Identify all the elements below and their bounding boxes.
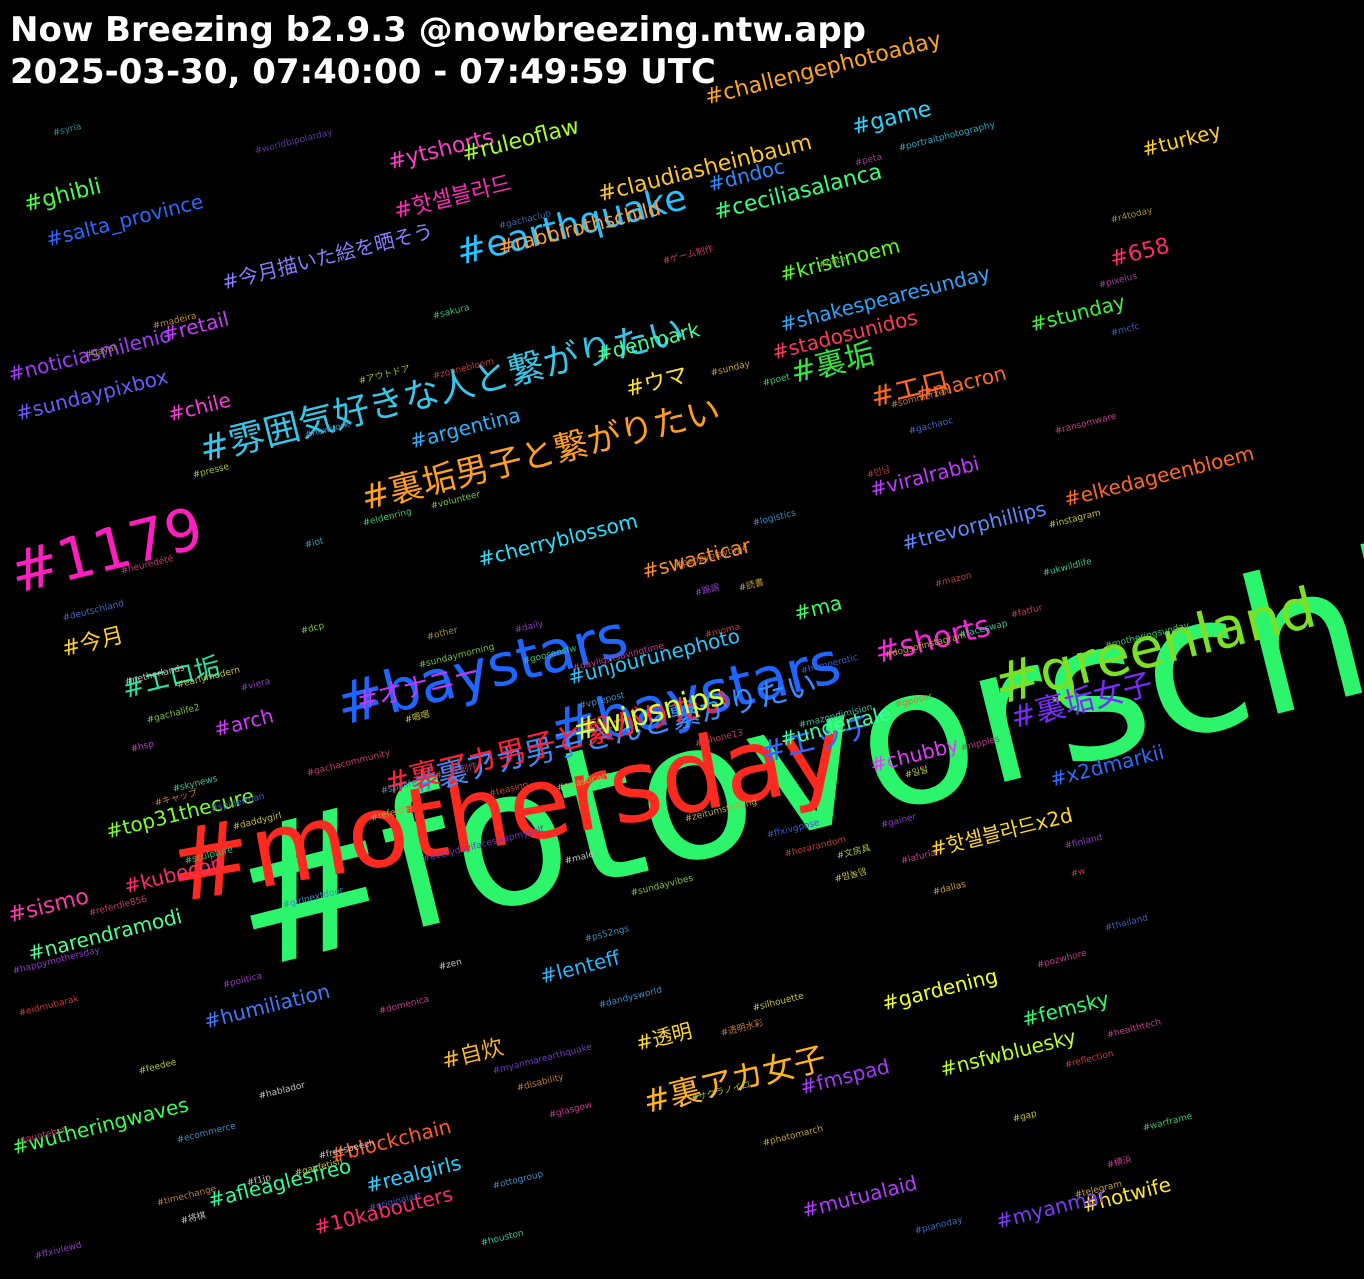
hashtag-63[interactable]: #lenteff [537,945,623,989]
hashtag-93[interactable]: #sunday [709,359,752,379]
hashtag-178[interactable]: #reflection [1063,1048,1115,1071]
hashtag-54[interactable]: #arch [211,703,276,742]
hashtag-170[interactable]: #eidmubarak [17,994,80,1019]
hashtag-69[interactable]: #femsky [1019,986,1112,1032]
hashtag-182[interactable]: #glasgow [547,1100,594,1121]
hashtag-156[interactable]: #finland [1063,832,1104,852]
hashtag-100[interactable]: #presse [191,462,231,481]
time-range-subtitle: 2025-03-30, 07:40:00 - 07:49:59 UTC [10,52,716,92]
hashtag-98[interactable]: #gachaoc [907,416,955,437]
hashtag-84[interactable]: #r4today [1109,205,1154,226]
hashtag-119[interactable]: #dcp [299,621,326,637]
hashtag-24[interactable]: #turkey [1139,118,1224,162]
hashtag-51[interactable]: #今月 [59,622,127,663]
hashtag-104[interactable]: #logistics [751,508,797,529]
hashtag-89[interactable]: #sakura [431,302,471,322]
hashtag-44[interactable]: #chile [165,387,234,427]
hashtag-134[interactable]: #hsp [129,739,156,755]
hashtag-27[interactable]: #핫셀블라드 [391,171,514,225]
hashtag-5[interactable]: #1179 [2,493,210,608]
hashtag-67[interactable]: #透明 [633,1018,695,1056]
hashtag-43[interactable]: #ウマ [623,362,691,403]
hashtag-198[interactable]: #houston [479,1228,525,1249]
hashtag-194[interactable]: #将棋 [179,1210,207,1227]
hashtag-47[interactable]: #elkedageenbloem [1061,440,1257,512]
hashtag-87[interactable]: #pixelus [1097,271,1139,291]
hashtag-189[interactable]: #横浜 [1105,1154,1133,1171]
hashtag-174[interactable]: #透明水彩 [719,1018,765,1039]
hashtag-25[interactable]: #ghibli [21,174,104,218]
hashtag-111[interactable]: #踢踢 [693,582,721,599]
hashtag-197[interactable]: #pianoday [913,1215,964,1237]
hashtag-176[interactable]: #feedee [137,1057,178,1077]
page-title: Now Breezing b2.9.3 @nowbreezing.ntw.app [10,10,866,50]
hashtag-52[interactable]: #ma [791,590,845,626]
hashtag-76[interactable]: #mutualaid [799,1170,920,1223]
hashtag-158[interactable]: #맘놀뎀 [833,867,868,885]
hashtag-186[interactable]: #warframe [1141,1111,1194,1134]
hashtag-171[interactable]: #dandysworld [597,985,664,1011]
hashtag-32[interactable]: #658 [1107,233,1173,273]
hashtag-112[interactable]: #読書 [737,577,765,594]
hashtag-106[interactable]: #iot [303,536,325,551]
hashtag-114[interactable]: #deutschland [61,598,126,624]
hashtag-34[interactable]: #今月描いた絵を晒そう [219,218,436,295]
hashtag-110[interactable]: #mazon [933,570,973,590]
hashtag-49[interactable]: #cherryblossom [475,508,641,572]
hashtag-80[interactable]: #worldbipolarday [253,127,334,157]
hashtag-175[interactable]: #healthtech [1105,1017,1163,1041]
hashtag-172[interactable]: #silhouette [751,991,805,1014]
hashtag-164[interactable]: #thailand [1103,913,1150,934]
hashtag-133[interactable]: #gachalife2 [145,702,201,726]
hashtag-109[interactable]: #ukwildlife [1041,556,1093,579]
hashtag-61[interactable]: #sismo [5,884,92,929]
hashtag-168[interactable]: #pozwhore [1035,948,1088,971]
hashtag-173[interactable]: #domenica [377,994,431,1017]
hashtag-199[interactable]: #ffxivlewd [33,1240,83,1262]
hashtag-193[interactable]: #ottogroup [491,1169,545,1192]
hashtag-160[interactable]: #dallas [931,879,968,898]
hashtag-161[interactable]: #w [1069,866,1087,880]
hashtag-180[interactable]: #hablador [257,1080,307,1102]
hashtag-129[interactable]: #viera [239,676,272,694]
hashtag-188[interactable]: #photomarch [761,1124,825,1149]
hashtag-23[interactable]: #ruleoflaw [459,114,582,168]
hashtag-183[interactable]: #gap [1011,1109,1038,1125]
hashtag-71[interactable]: #wutheringwaves [9,1092,191,1160]
hashtag-66[interactable]: #nsfwbluesky [937,1024,1079,1082]
hashtag-79[interactable]: #syria [51,121,83,139]
hashtag-21[interactable]: #game [849,96,935,141]
hashtag-185[interactable]: #ecommerce [175,1121,237,1146]
hashtag-48[interactable]: #trevorphillips [899,496,1049,556]
hashtag-90[interactable]: #mcfc [1109,321,1141,339]
hashtag-105[interactable]: #instagram [1047,508,1102,531]
hashtag-179[interactable]: #disability [515,1072,565,1094]
hashtag-94[interactable]: #poet [761,372,792,389]
hashtag-64[interactable]: #gardening [879,963,1000,1016]
hashtag-177[interactable]: #myanmarearthquake [491,1042,594,1077]
hashtag-99[interactable]: #ransomware [1053,411,1118,437]
hashtag-85[interactable]: #ゲーム制作 [661,244,715,267]
hashtag-115[interactable]: #other [425,625,459,643]
